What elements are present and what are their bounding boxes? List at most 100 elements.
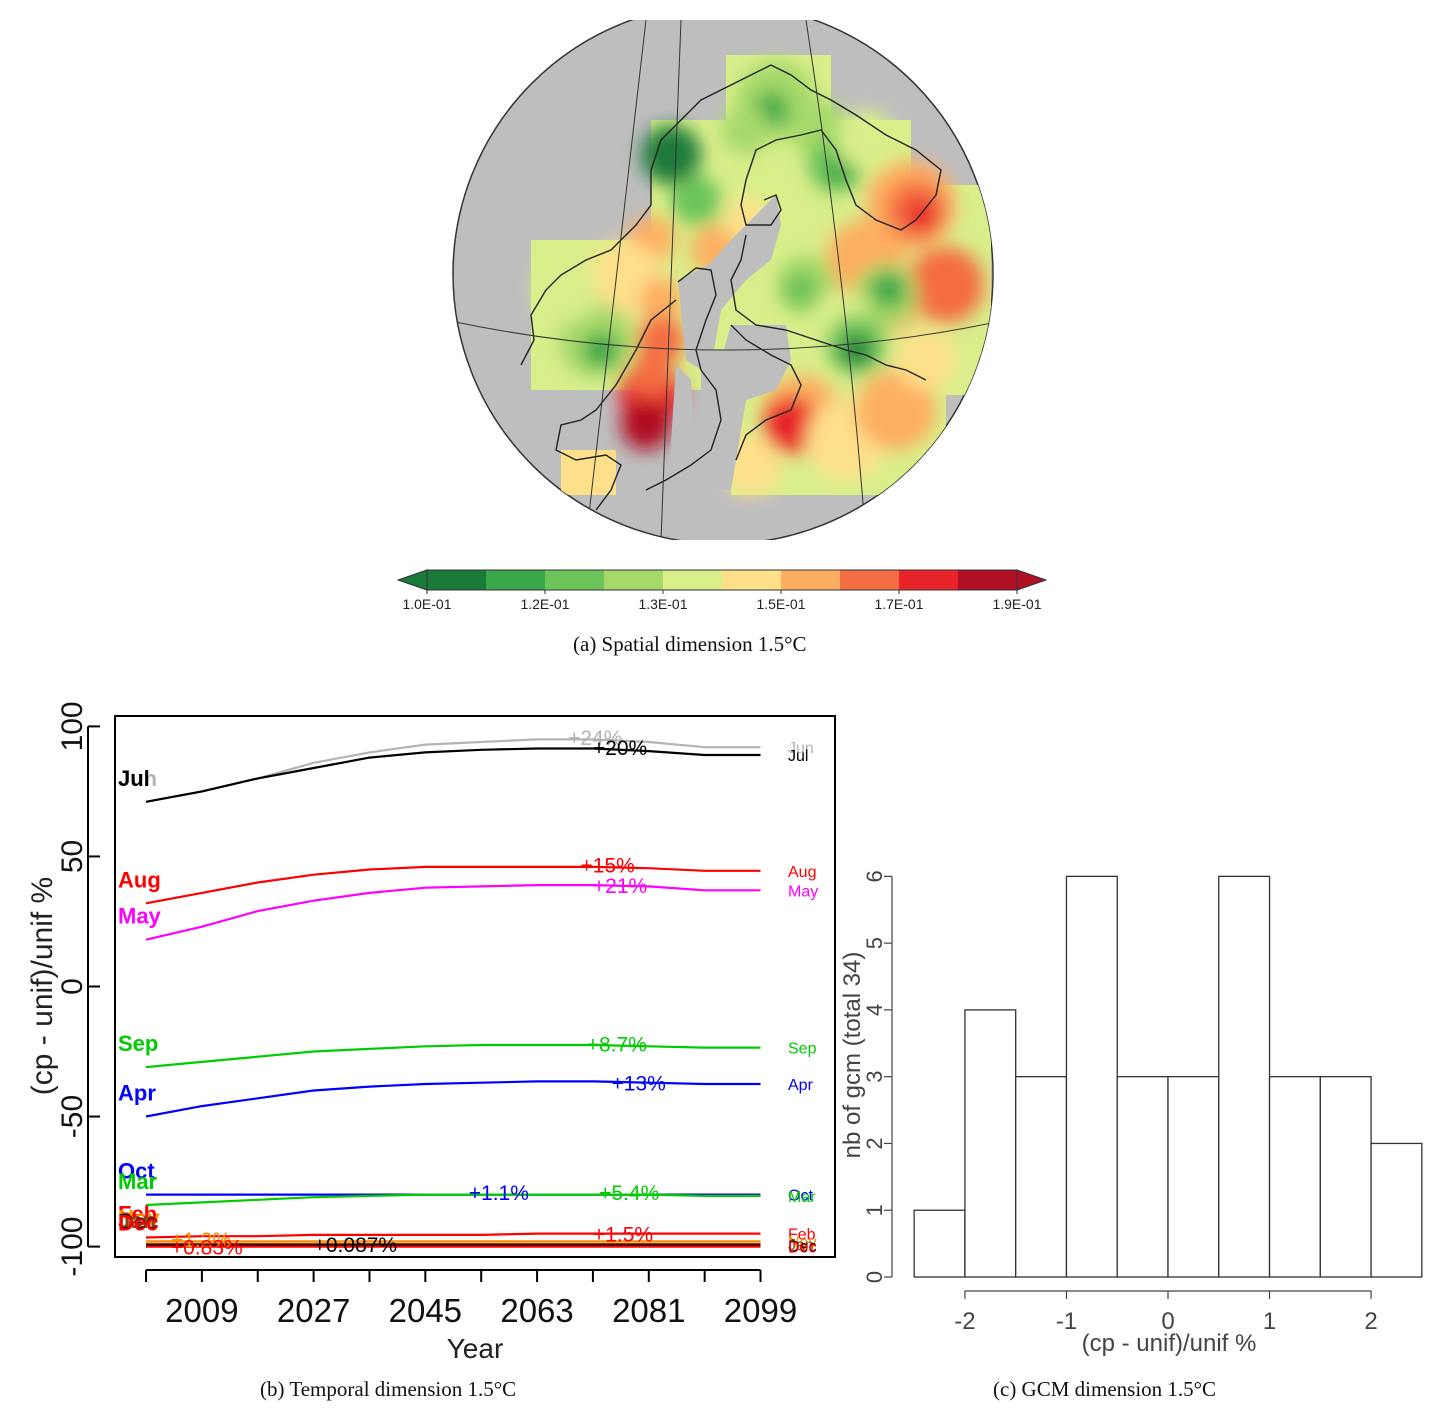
colorbar-swatch [722, 570, 781, 590]
colorbar-swatch [486, 570, 545, 590]
x-tick-label: 2 [1364, 1308, 1377, 1335]
colorbar-swatch [899, 570, 958, 590]
colorbar-tick-label: 1.2E-01 [520, 596, 569, 612]
colorbar-swatch [958, 570, 1017, 590]
series-right-label: Dec [788, 1238, 816, 1255]
y-tick-label: -50 [56, 1095, 89, 1138]
series-line-may [145, 884, 761, 941]
series-right-label: Nov [788, 1234, 816, 1251]
y-tick-label: -100 [56, 1217, 89, 1277]
series-right-label: Oct [788, 1188, 813, 1205]
x-tick-label: 2045 [389, 1292, 462, 1329]
series-left-label: Jan [118, 1208, 156, 1233]
histogram-bar [1319, 1076, 1372, 1278]
series-line-mar [145, 1193, 761, 1207]
series-line-feb [145, 1232, 761, 1239]
colorbar-tick-label: 1.3E-01 [638, 596, 687, 612]
series-right-label: Aug [788, 864, 816, 881]
series-line-apr [145, 1080, 761, 1118]
spatial-map [452, 20, 994, 540]
series-change-label: +1.2% [171, 1229, 231, 1252]
series-change-label: +8.7% [587, 1034, 647, 1057]
y-tick-label: 6 [862, 870, 887, 882]
colorbar-swatch [781, 570, 840, 590]
colorbar-tick-label: 1.5E-01 [756, 596, 805, 612]
y-axis-label: (cp - unif)/unif % [26, 877, 59, 1095]
series-line-aug [145, 865, 761, 905]
gcm-histogram: 0 1 2 3 4 5 6 -2 -1 0 1 2 (cp - unif)/unif % nb of … [840, 870, 1423, 1357]
series-line-jun [145, 738, 761, 803]
histogram-bar [1116, 1076, 1169, 1278]
colorbar-swatch [545, 570, 604, 590]
y-tick-label: 0 [862, 1271, 887, 1283]
series-left-label: Nov [118, 1205, 160, 1230]
series-left-label: Aug [118, 867, 161, 892]
colorbar-swatch [427, 570, 486, 590]
caption-b: (b) Temporal dimension 1.5°C [260, 1377, 517, 1401]
series-left-label: Feb [118, 1201, 157, 1226]
series-right-label: Sep [788, 1041, 817, 1058]
colorbar-swatch [604, 570, 663, 590]
histogram-bar [964, 1009, 1017, 1278]
series-right-label: Jan [788, 1237, 814, 1254]
colorbar-tick-label: 1.0E-01 [402, 596, 451, 612]
y-axis-label: nb of gcm (total 34) [840, 952, 866, 1159]
x-tick-label: -1 [1056, 1308, 1077, 1335]
y-tick-label: 3 [862, 1071, 887, 1083]
series-right-label: Jul [788, 748, 808, 765]
series-change-label: +20% [593, 737, 647, 760]
y-tick-label: 4 [862, 1004, 887, 1016]
series-line-sep [145, 1043, 761, 1069]
series-right-label: Mar [788, 1189, 816, 1206]
series-change-label: +15% [581, 854, 635, 877]
caption-a: (a) Spatial dimension 1.5°C [573, 632, 807, 656]
caption-c: (c) GCM dimension 1.5°C [993, 1377, 1217, 1401]
x-tick-label: -2 [954, 1308, 975, 1335]
histogram-bar [1218, 875, 1271, 1278]
colorbar-tick-label: 1.7E-01 [874, 596, 923, 612]
colorbar-tick-label: 1.9E-01 [992, 596, 1041, 612]
x-axis-label: (cp - unif)/unif % [1082, 1330, 1257, 1357]
series-right-label: Dec [788, 1240, 816, 1257]
x-tick-label: 2027 [277, 1292, 350, 1329]
histogram-bar [913, 1209, 966, 1278]
colorbar-under-arrow [396, 569, 428, 591]
series-left-label: Dec [118, 1209, 158, 1234]
series-right-label: Apr [788, 1077, 814, 1094]
series-change-label: +0.087% [314, 1234, 398, 1257]
series-change-label: +13% [612, 1073, 666, 1096]
colorbar: 1.0E-01 1.2E-01 1.3E-01 1.5E-01 1.7E-01 1.9E-… [396, 569, 1048, 612]
x-tick-label: 1 [1263, 1308, 1276, 1335]
x-tick-label: 2009 [165, 1292, 238, 1329]
series-line-jul [145, 747, 761, 803]
series-left-label: Jul [118, 766, 150, 791]
series-left-label: Dec [118, 1211, 158, 1236]
series-right-label: Jun [788, 740, 814, 757]
y-tick-label: 2 [862, 1137, 887, 1149]
plot-frame [114, 715, 836, 1258]
histogram-bar [1015, 1076, 1068, 1278]
series-right-label: May [788, 883, 818, 900]
y-tick-label: 1 [862, 1204, 887, 1216]
x-tick-label: 2099 [724, 1292, 797, 1329]
y-tick-label: 100 [56, 701, 89, 751]
x-tick-label: 2063 [500, 1292, 573, 1329]
series-left-label: Jun [118, 766, 157, 791]
series-left-label: May [118, 904, 162, 929]
series-change-label: +5.4% [599, 1182, 659, 1205]
coastline [520, 64, 942, 511]
x-tick-label: 2081 [612, 1292, 685, 1329]
colorbar-over-arrow [1016, 569, 1048, 591]
x-axis-label: Year [447, 1333, 504, 1364]
series-left-label: Sep [118, 1031, 158, 1056]
series-left-label: Oct [118, 1159, 155, 1184]
colorbar-swatch [663, 570, 722, 590]
series-change-label: +1.5% [593, 1224, 653, 1247]
histogram-bar [1167, 1076, 1220, 1278]
series-change-label: +1.1% [469, 1182, 529, 1205]
series-left-label: Mar [118, 1169, 158, 1194]
series-change-label: +21% [593, 875, 647, 898]
series-left-label: Apr [118, 1081, 156, 1106]
temporal-chart: 100 50 0 -50 -100 2009 2027 2045 2063 2081 2099 Ju… [26, 701, 836, 1364]
series-change-label: +0.83% [171, 1237, 243, 1260]
